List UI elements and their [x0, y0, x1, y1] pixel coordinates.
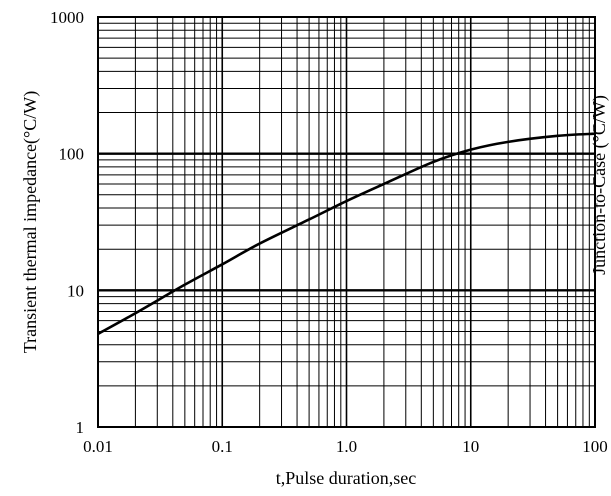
x-tick-label: 0.1 [212, 437, 233, 456]
curve-layer [98, 132, 595, 336]
right-axis-label: Junction-to-Case (°C/W) [589, 95, 610, 275]
x-tick-label: 1.0 [336, 437, 357, 456]
x-tick-label: 100 [582, 437, 608, 456]
y-tick-label: 10 [67, 281, 84, 300]
x-tick-label: 10 [462, 437, 479, 456]
plot-frame [97, 16, 596, 428]
y-tick-label: 1 [76, 418, 85, 437]
y-tick-labels: 1000 100 10 1 [50, 8, 84, 437]
x-tick-label: 0.01 [83, 437, 113, 456]
x-tick-labels: 0.01 0.1 1.0 10 100 [83, 437, 608, 456]
x-axis-label: t,Pulse duration,sec [276, 468, 416, 488]
grid-lines [98, 17, 595, 427]
y-axis-label: Transient thermal impedance(°C/W) [20, 91, 41, 353]
thermal-impedance-curve [98, 132, 595, 336]
y-tick-label: 1000 [50, 8, 84, 27]
y-tick-label: 100 [59, 145, 85, 164]
